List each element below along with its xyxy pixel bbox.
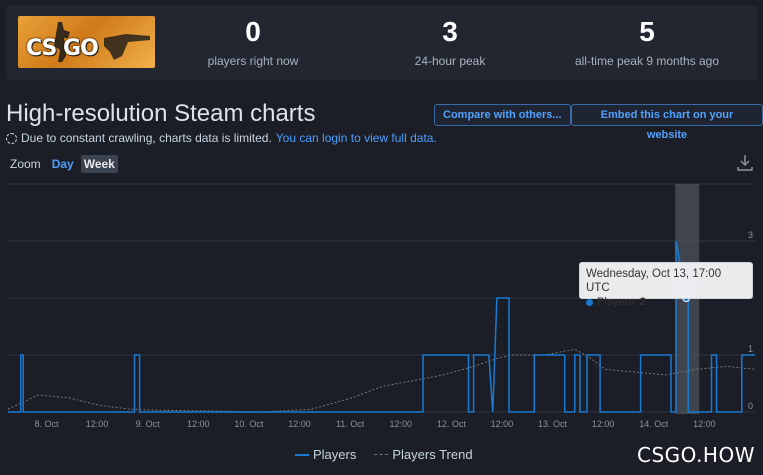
notice-text: Due to constant crawling, charts data is… bbox=[21, 131, 272, 145]
legend-label: Players Trend bbox=[392, 447, 473, 462]
y-axis-ticks: 0 1 3 bbox=[748, 230, 753, 411]
zoom-label: Zoom bbox=[10, 157, 41, 171]
stat-current-players: 0 players right now bbox=[193, 16, 313, 68]
data-limit-notice: Due to constant crawling, charts data is… bbox=[6, 131, 437, 145]
y-tick-label: 0 bbox=[748, 401, 753, 411]
legend-label: Players bbox=[313, 447, 357, 462]
x-tick-label: 12:00 bbox=[592, 419, 615, 429]
dashed-line-icon bbox=[374, 454, 389, 455]
logo-silhouette-icon bbox=[54, 22, 150, 62]
x-tick-label: 12:00 bbox=[86, 419, 109, 429]
stat-label: 24-hour peak bbox=[414, 54, 486, 68]
site-watermark: CSGO.HOW bbox=[636, 443, 755, 467]
stat-label: players right now bbox=[207, 54, 299, 68]
zoom-controls: Zoom Day Week bbox=[10, 155, 122, 173]
stat-24h-peak: 3 24-hour peak bbox=[390, 16, 510, 68]
x-tick-label: 13. Oct bbox=[538, 419, 568, 429]
legend-item-players[interactable]: Players bbox=[295, 447, 356, 462]
x-tick-label: 12:00 bbox=[491, 419, 514, 429]
chart-legend: Players Players Trend bbox=[295, 447, 491, 462]
tooltip-value: 2 bbox=[639, 296, 646, 308]
compare-button[interactable]: Compare with others... bbox=[434, 104, 571, 126]
stat-value: 3 bbox=[442, 16, 458, 47]
series-players bbox=[8, 240, 755, 413]
y-tick-label: 3 bbox=[748, 230, 753, 240]
x-tick-label: 9. Oct bbox=[136, 419, 161, 429]
download-icon[interactable] bbox=[737, 154, 753, 172]
logo-text: CS GO bbox=[26, 36, 99, 61]
player-chart[interactable]: 8. Oct 12:00 9. Oct 12:00 10. Oct 12:00 11. Oc… bbox=[0, 176, 763, 436]
solid-line-icon bbox=[295, 453, 309, 456]
stats-bar: CS GO 0 players right now 3 24-hour peak… bbox=[6, 6, 758, 80]
stat-all-time-peak: 5 all-time peak 9 months ago bbox=[562, 16, 732, 68]
x-tick-label: 10. Oct bbox=[234, 419, 264, 429]
x-tick-label: 12:00 bbox=[187, 419, 210, 429]
x-tick-label: 14. Oct bbox=[639, 419, 669, 429]
chart-title: High-resolution Steam charts bbox=[6, 100, 316, 127]
x-tick-label: 12:00 bbox=[693, 419, 716, 429]
game-logo[interactable]: CS GO bbox=[18, 16, 155, 68]
series-dot-icon bbox=[586, 298, 593, 306]
stat-label: all-time peak 9 months ago bbox=[574, 54, 720, 68]
stat-value: 0 bbox=[245, 16, 261, 47]
embed-chart-button[interactable]: Embed this chart on your website bbox=[571, 104, 763, 141]
chart-tooltip: Wednesday, Oct 13, 17:00 UTC Players: 2 bbox=[579, 262, 753, 308]
series-players-trend bbox=[7, 348, 756, 413]
loading-icon bbox=[6, 132, 17, 144]
x-axis-ticks: 8. Oct 12:00 9. Oct 12:00 10. Oct 12:00 11. Oc… bbox=[34, 419, 715, 429]
x-tick-label: 12:00 bbox=[288, 419, 311, 429]
x-tick-label: 12. Oct bbox=[437, 419, 467, 429]
x-tick-label: 11. Oct bbox=[336, 419, 365, 429]
zoom-day-button[interactable]: Day bbox=[51, 157, 74, 171]
legend-item-trend[interactable]: Players Trend bbox=[374, 447, 473, 462]
stat-value: 5 bbox=[639, 16, 655, 47]
x-tick-label: 8. Oct bbox=[34, 419, 59, 429]
tooltip-row: Players: 2 bbox=[586, 295, 746, 309]
zoom-week-button[interactable]: Week bbox=[80, 155, 118, 173]
tooltip-series-label: Players: bbox=[597, 296, 637, 308]
y-tick-label: 1 bbox=[748, 344, 753, 354]
tooltip-date: Wednesday, Oct 13, 17:00 UTC bbox=[586, 268, 722, 294]
login-link[interactable]: You can login to view full data. bbox=[275, 131, 437, 145]
x-tick-label: 12:00 bbox=[389, 419, 412, 429]
